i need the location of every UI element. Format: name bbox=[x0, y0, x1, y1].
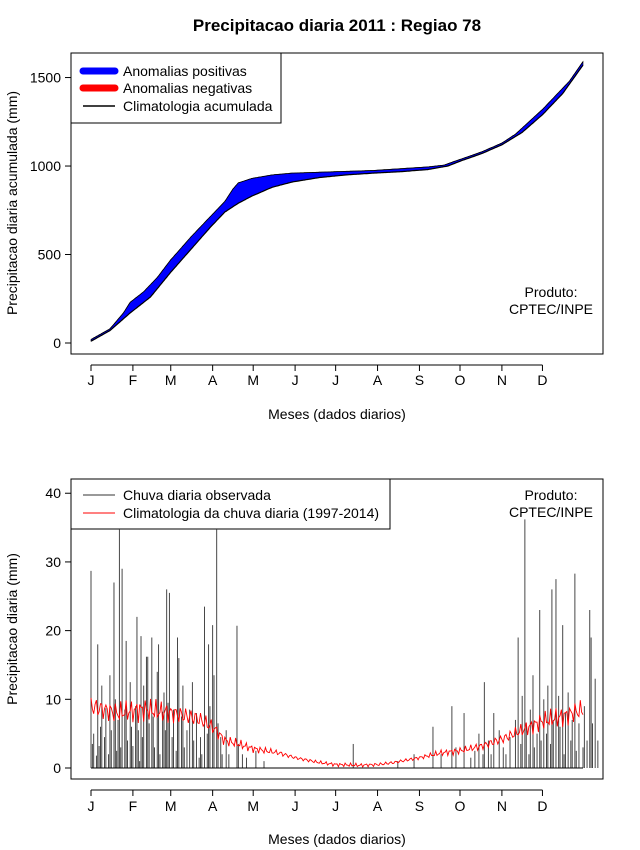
climatology-cumulative-line bbox=[90, 64, 584, 342]
x-tick-label: A bbox=[373, 372, 383, 388]
x-tick-label: O bbox=[455, 372, 466, 388]
x-tick-label: M bbox=[165, 372, 177, 388]
legend: Anomalias positivas Anomalias negativas … bbox=[70, 52, 282, 124]
x-tick-label: S bbox=[415, 372, 424, 388]
x-tick-label: M bbox=[247, 798, 259, 814]
product-label: Produto: bbox=[525, 284, 578, 300]
y-axis-label: Precipitacao diaria (mm) bbox=[4, 553, 20, 705]
cumulative-lines-layer bbox=[90, 61, 584, 342]
product-source: CPTEC/INPE bbox=[509, 301, 593, 317]
x-tick-label: J bbox=[332, 372, 339, 388]
legend-label-climatology: Climatologia da chuva diaria (1997-2014) bbox=[123, 505, 379, 521]
y-tick-label: 0 bbox=[53, 760, 61, 776]
y-axis-label: Precipitacao diaria acumulada (mm) bbox=[4, 91, 20, 315]
daily-precipitation-chart: J F M A M J J A S O N D 0 10 20 30 40 Meses (dados diar… bbox=[4, 478, 604, 847]
daily-bars-layer bbox=[90, 519, 599, 769]
climatology-daily-line bbox=[90, 697, 584, 768]
legend-box bbox=[70, 478, 391, 530]
y-axis: 0 500 1000 1500 bbox=[30, 70, 72, 351]
legend-label-observed: Chuva diaria observada bbox=[123, 487, 271, 503]
x-tick-label: M bbox=[247, 372, 259, 388]
y-tick-label: 40 bbox=[45, 485, 61, 501]
x-tick-label: F bbox=[129, 372, 138, 388]
chart-title: Precipitacao diaria 2011 : Regiao 78 bbox=[193, 16, 481, 35]
x-tick-label: D bbox=[537, 372, 547, 388]
legend-label-negative: Anomalias negativas bbox=[123, 80, 252, 96]
y-tick-label: 1000 bbox=[30, 158, 61, 174]
y-tick-label: 500 bbox=[38, 247, 62, 263]
observed-cumulative-line bbox=[90, 61, 584, 340]
x-tick-label: S bbox=[415, 798, 424, 814]
y-axis: 0 10 20 30 40 bbox=[45, 485, 72, 776]
x-tick-label: M bbox=[165, 798, 177, 814]
x-tick-label: J bbox=[292, 798, 299, 814]
x-tick-label: J bbox=[292, 372, 299, 388]
x-tick-label: N bbox=[497, 798, 507, 814]
x-tick-label: A bbox=[208, 372, 218, 388]
x-tick-label: O bbox=[455, 798, 466, 814]
legend-label-climatology: Climatologia acumulada bbox=[123, 98, 273, 114]
x-axis-label: Meses (dados diarios) bbox=[268, 406, 406, 422]
legend-label-positive: Anomalias positivas bbox=[123, 63, 247, 79]
product-label: Produto: bbox=[525, 487, 578, 503]
y-tick-label: 20 bbox=[45, 623, 61, 639]
x-tick-label: N bbox=[497, 372, 507, 388]
x-tick-label: J bbox=[88, 372, 95, 388]
y-tick-label: 30 bbox=[45, 554, 61, 570]
x-tick-label: A bbox=[208, 798, 218, 814]
y-tick-label: 0 bbox=[53, 335, 61, 351]
product-source: CPTEC/INPE bbox=[509, 504, 593, 520]
y-tick-label: 1500 bbox=[30, 70, 61, 86]
x-tick-label: J bbox=[332, 798, 339, 814]
climatology-line-layer bbox=[90, 697, 584, 768]
x-tick-label: J bbox=[88, 798, 95, 814]
x-tick-label: D bbox=[537, 798, 547, 814]
cumulative-precipitation-chart: J F M A M J J A S O N D 0 500 1000 1500 Meses (dados d… bbox=[4, 52, 604, 422]
x-tick-label: F bbox=[129, 798, 138, 814]
y-tick-label: 10 bbox=[45, 691, 61, 707]
legend: Chuva diaria observada Climatologia da c… bbox=[70, 478, 391, 530]
x-tick-label: A bbox=[373, 798, 383, 814]
x-axis-label: Meses (dados diarios) bbox=[268, 831, 406, 847]
